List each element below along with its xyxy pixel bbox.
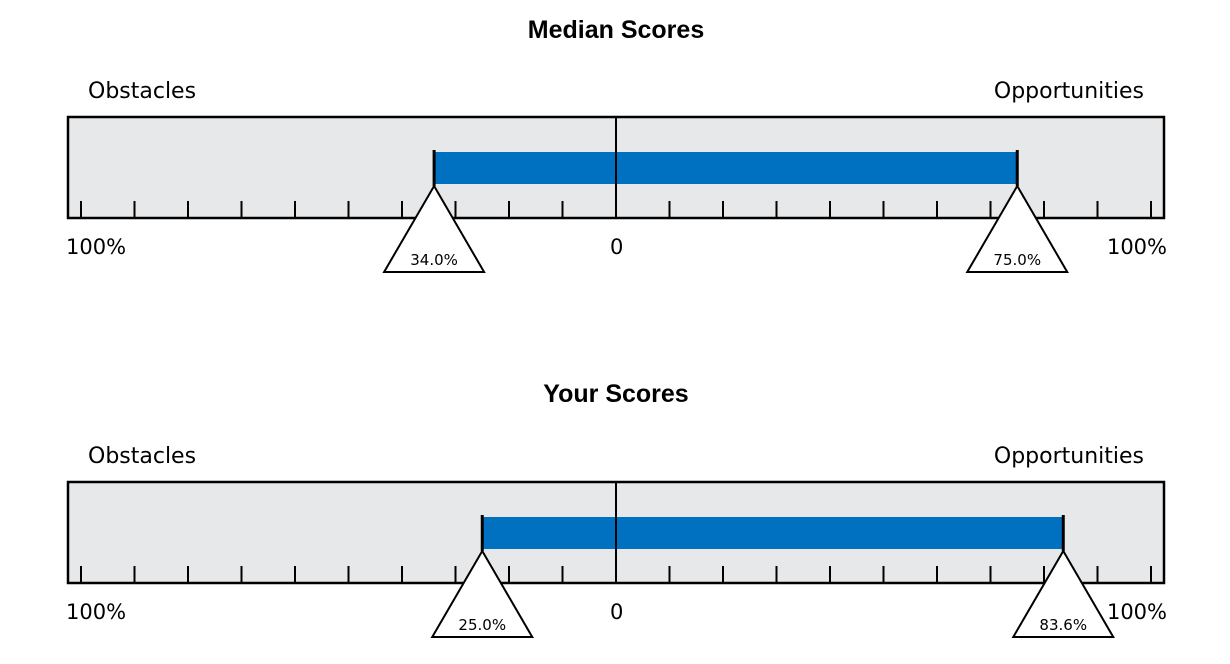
obstacles-marker: [430, 549, 534, 638]
left-end-label: 100%: [66, 235, 126, 259]
left-end-label: 100%: [66, 600, 126, 624]
opportunities-marker: [1011, 549, 1115, 638]
opportunities-marker: [965, 184, 1069, 273]
tick-marks: [80, 201, 1152, 218]
median-scores-panel: Median Scores Obstacles Opportunities 10…: [66, 16, 1167, 273]
opportunities-marker-label: 75.0%: [993, 251, 1041, 269]
center-label: 0: [610, 235, 623, 259]
score-bar: [434, 152, 1018, 184]
obstacles-label: Obstacles: [88, 79, 196, 104]
right-end-label: 100%: [1107, 600, 1167, 624]
chart-title: Median Scores: [528, 16, 704, 44]
right-end-label: 100%: [1107, 235, 1167, 259]
opportunities-marker-label: 83.6%: [1039, 616, 1087, 634]
obstacles-marker-label: 34.0%: [410, 251, 458, 269]
obstacles-marker-label: 25.0%: [458, 616, 506, 634]
obstacles-marker: [382, 184, 486, 273]
obstacles-label: Obstacles: [88, 444, 196, 469]
center-label: 0: [610, 600, 623, 624]
tick-marks: [80, 566, 1152, 583]
your-scores-panel: Your Scores Obstacles Opportunities 100%…: [66, 380, 1167, 638]
score-bar: [482, 517, 1064, 549]
opportunities-label: Opportunities: [994, 79, 1144, 104]
chart-title: Your Scores: [543, 380, 688, 408]
opportunities-label: Opportunities: [994, 444, 1144, 469]
